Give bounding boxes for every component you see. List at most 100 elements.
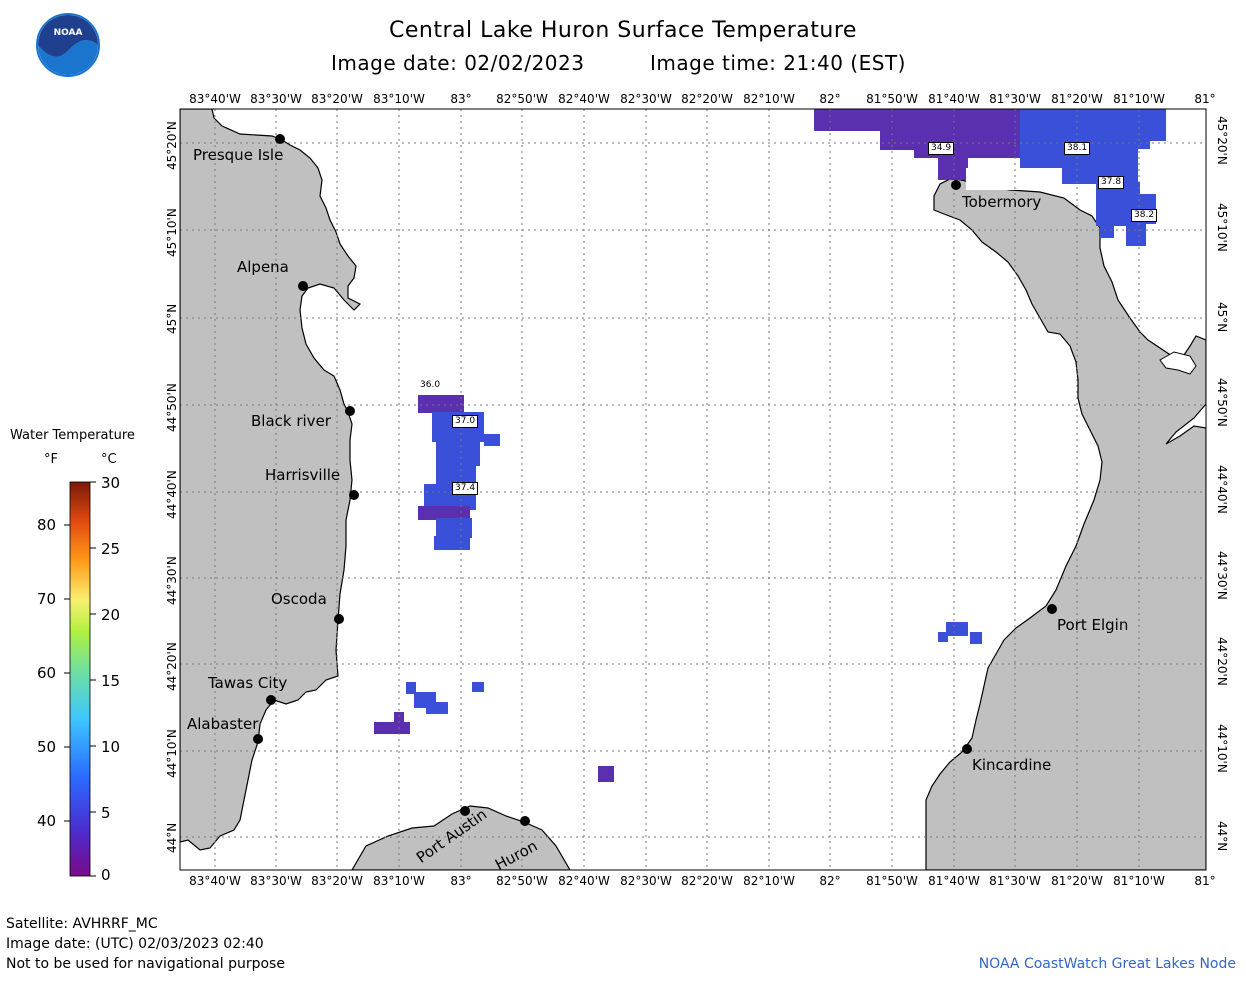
legend-f-tick: 40	[37, 812, 57, 830]
legend-unit-c: °C	[101, 452, 117, 467]
lon-label: 81°	[1194, 874, 1216, 888]
sst-value-label: 36.0	[420, 380, 441, 390]
place-presque-isle: Presque Isle	[193, 146, 284, 164]
footer-satellite: Satellite: AVHRRF_MC	[6, 916, 158, 932]
lat-label: 45°N	[1215, 302, 1229, 333]
sst-value-label: 34.9	[928, 142, 955, 155]
lon-label: 81°20'W	[1051, 874, 1103, 888]
footer-disclaimer: Not to be used for navigational purpose	[6, 956, 285, 972]
lat-label: 44°10'N	[165, 729, 179, 778]
lon-label: 83°40'W	[189, 92, 241, 106]
place-tobermory: Tobermory	[962, 193, 1042, 211]
city-markers	[253, 134, 1057, 826]
place-oscoda: Oscoda	[271, 590, 327, 608]
place-black-river: Black river	[251, 412, 331, 430]
image-date: Image date: 02/02/2023	[331, 51, 585, 75]
lat-label: 44°N	[1215, 821, 1229, 852]
footer-credit: NOAA CoastWatch Great Lakes Node	[978, 956, 1236, 972]
lat-label: 45°10'N	[1215, 203, 1229, 252]
lon-label: 81°50'W	[866, 874, 918, 888]
lon-label: 82°	[819, 92, 841, 106]
lon-label: 83°30'W	[250, 92, 302, 106]
noaa-logo: NOAA	[36, 13, 100, 77]
lon-label: 81°40'W	[928, 92, 980, 106]
lon-label: 83°30'W	[250, 874, 302, 888]
lon-label: 82°50'W	[496, 92, 548, 106]
lon-label: 83°20'W	[311, 92, 363, 106]
place-port-elgin: Port Elgin	[1057, 616, 1129, 634]
lat-label: 44°20'N	[1215, 637, 1229, 686]
sst-value-label: 37.0	[452, 415, 479, 428]
legend-title: Water Temperature	[10, 428, 135, 443]
lat-label: 44°30'N	[165, 556, 179, 605]
image-time: Image time: 21:40 (EST)	[650, 51, 906, 75]
lon-label: 82°30'W	[620, 92, 672, 106]
legend-f-tick: 70	[37, 590, 57, 608]
sst-value-label: 37.4	[452, 482, 479, 495]
lon-label: 83°10'W	[373, 874, 425, 888]
legend-c-tick: 0	[101, 866, 111, 884]
legend-c-tick: 20	[101, 606, 121, 624]
legend-c-tick: 10	[101, 738, 121, 756]
legend-f-tick: 80	[37, 516, 57, 534]
lon-label: 82°20'W	[681, 92, 733, 106]
legend-f-tick: 50	[37, 738, 57, 756]
lon-label: 82°50'W	[496, 874, 548, 888]
lon-label: 81°50'W	[866, 92, 918, 106]
svg-text:NOAA: NOAA	[54, 28, 83, 38]
lon-label: 81°30'W	[989, 874, 1041, 888]
place-tawas-city: Tawas City	[208, 674, 288, 692]
lon-label: 83°20'W	[311, 874, 363, 888]
legend-colorbar	[64, 481, 96, 877]
lon-label: 83°	[450, 92, 472, 106]
legend-c-tick: 25	[101, 540, 121, 558]
lon-label: 81°30'W	[989, 92, 1041, 106]
place-kincardine: Kincardine	[972, 756, 1052, 774]
lon-label: 82°10'W	[743, 92, 795, 106]
place-harrisville: Harrisville	[265, 466, 341, 484]
legend-f-tick: 60	[37, 664, 57, 682]
sst-value-label: 38.1	[1064, 142, 1091, 155]
sst-value-label: 37.8	[1098, 176, 1125, 189]
graticule	[180, 109, 1206, 870]
lat-label: 44°N	[165, 822, 179, 853]
lat-label: 44°50'N	[165, 383, 179, 432]
legend-unit-f: °F	[44, 452, 58, 467]
sst-patch-southwest	[374, 622, 982, 782]
lat-label: 45°10'N	[165, 208, 179, 257]
michigan-land	[180, 109, 362, 851]
lon-label: 83°10'W	[373, 92, 425, 106]
lat-label: 44°20'N	[165, 642, 179, 691]
lon-label: 82°10'W	[743, 874, 795, 888]
legend-c-tick: 15	[101, 672, 121, 690]
lon-label: 81°10'W	[1113, 874, 1165, 888]
lat-label: 44°40'N	[165, 470, 179, 519]
lat-label: 45°20'N	[1215, 116, 1229, 165]
map-title: Central Lake Huron Surface Temperature	[389, 18, 857, 43]
lat-label: 44°30'N	[1215, 551, 1229, 600]
thumb-land	[351, 805, 571, 870]
lat-label: 45°N	[165, 303, 179, 334]
place-alabaster: Alabaster	[187, 715, 259, 733]
lon-label: 83°40'W	[189, 874, 241, 888]
lat-label: 44°10'N	[1215, 724, 1229, 773]
lat-label: 44°50'N	[1215, 378, 1229, 427]
legend-c-tick: 5	[101, 804, 111, 822]
lat-label: 45°20'N	[165, 121, 179, 170]
place-alpena: Alpena	[237, 258, 289, 276]
lat-label: 44°40'N	[1215, 465, 1229, 514]
lon-label: 81°40'W	[928, 874, 980, 888]
legend-c-tick: 30	[101, 474, 121, 492]
lon-label: 81°20'W	[1051, 92, 1103, 106]
lon-label: 82°20'W	[681, 874, 733, 888]
footer-utc-date: Image date: (UTC) 02/03/2023 02:40	[6, 936, 264, 952]
lon-label: 81°	[1194, 92, 1216, 106]
lon-label: 82°	[819, 874, 841, 888]
lon-label: 82°30'W	[620, 874, 672, 888]
lon-label: 81°10'W	[1113, 92, 1165, 106]
lon-label: 82°40'W	[558, 874, 610, 888]
lon-label: 83°	[450, 874, 472, 888]
lon-label: 82°40'W	[558, 92, 610, 106]
sst-value-label: 38.2	[1131, 209, 1158, 222]
